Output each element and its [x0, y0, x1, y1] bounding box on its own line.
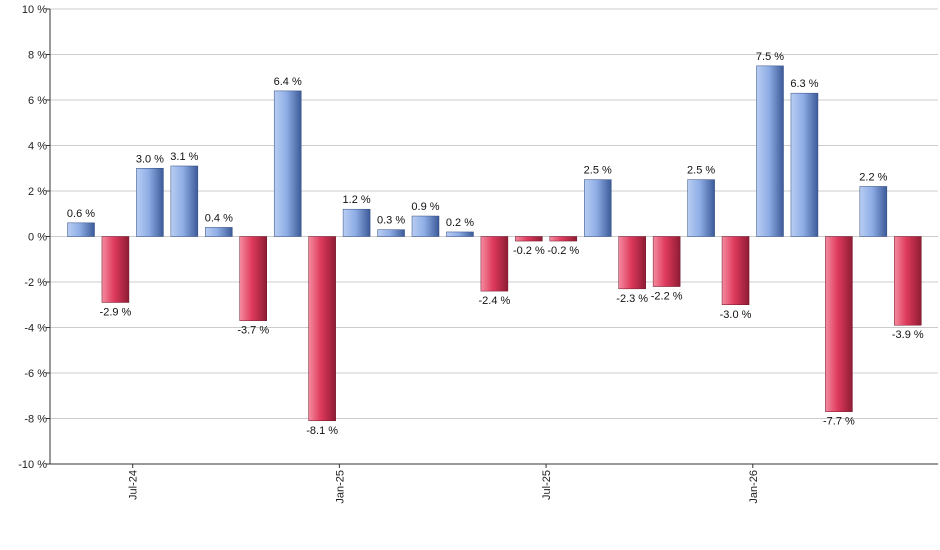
bar [790, 92, 819, 237]
bar [377, 229, 405, 237]
y-tick-label: -8 % [24, 414, 47, 426]
y-tick-label: -2 % [24, 277, 47, 289]
data-label: -2.3 % [616, 293, 648, 305]
data-label: 1.2 % [343, 194, 371, 206]
bar [411, 215, 440, 237]
data-label: -3.0 % [720, 309, 752, 321]
data-label: -2.9 % [100, 306, 132, 318]
bar [239, 236, 267, 321]
bar [584, 179, 612, 237]
data-label: -3.7 % [237, 325, 269, 337]
data-label: 2.2 % [859, 171, 887, 183]
data-label: 0.9 % [411, 201, 439, 213]
bar [756, 65, 784, 237]
bar [652, 236, 681, 287]
bar [894, 236, 922, 326]
y-tick-label: -10 % [18, 459, 47, 471]
bar [342, 208, 371, 237]
y-tick-label: -6 % [24, 368, 47, 380]
bar [618, 236, 646, 290]
x-tick-label: Jul-24 [128, 470, 140, 500]
bar [136, 168, 164, 237]
y-tick-label: 6 % [28, 95, 47, 107]
data-label: 2.5 % [584, 165, 612, 177]
y-tick-label: 10 % [22, 4, 47, 16]
y-tick-label: 4 % [28, 141, 47, 153]
data-label: -8.1 % [306, 425, 338, 437]
data-label: -3.9 % [892, 329, 924, 341]
y-tick-label: 0 % [28, 232, 47, 244]
x-tick-label: Jan-25 [334, 470, 346, 504]
bar [101, 236, 130, 303]
data-label: 0.6 % [67, 208, 95, 220]
bar [549, 236, 578, 242]
data-label: 0.3 % [377, 215, 405, 227]
data-label: 6.3 % [790, 78, 818, 90]
bar [67, 222, 95, 237]
bar [446, 231, 474, 237]
bar [273, 90, 302, 237]
bar [825, 236, 853, 412]
data-label: 6.4 % [274, 76, 302, 88]
data-label: -0.2 % [513, 245, 545, 257]
data-label: -0.2 % [547, 245, 579, 257]
x-tick-label: Jul-25 [541, 470, 553, 500]
bar [308, 236, 336, 422]
data-labels: 0.6 % -2.9 % 3.0 % 3.1 % 0.4 % -3.7 % 6.4 % -8.… [67, 51, 924, 437]
bar [205, 227, 233, 237]
data-label: -2.2 % [651, 291, 683, 303]
axes: -10 % -8 % -6 % -4 % -2 % 0 % 2 % 4 % 6 % 8 % 10 %… [18, 4, 938, 504]
data-label: 2.5 % [687, 165, 715, 177]
data-label: 0.4 % [205, 212, 233, 224]
y-tick-label: -4 % [24, 323, 47, 335]
bar [515, 236, 543, 242]
data-label: 0.2 % [446, 217, 474, 229]
data-label: -7.7 % [823, 416, 855, 428]
data-label: 3.1 % [170, 151, 198, 163]
data-label: 3.0 % [136, 153, 164, 165]
bar [721, 236, 750, 305]
bar [859, 186, 888, 237]
bar [480, 236, 509, 292]
bar [687, 179, 715, 237]
bars [67, 65, 922, 422]
y-tick-label: 2 % [28, 186, 47, 198]
y-tick-label: 8 % [28, 50, 47, 62]
bar [170, 165, 199, 237]
data-label: -2.4 % [479, 295, 511, 307]
data-label: 7.5 % [756, 51, 784, 63]
x-tick-label: Jan-26 [748, 470, 760, 504]
